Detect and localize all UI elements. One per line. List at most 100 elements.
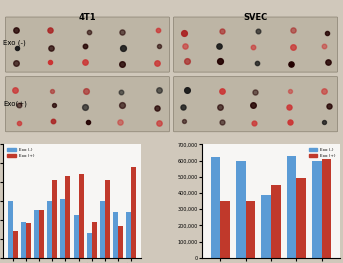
Point [47, 28, 52, 32]
Bar [47, 201, 52, 258]
Point [220, 119, 225, 124]
Point [118, 120, 123, 124]
Point [82, 44, 88, 48]
Point [255, 29, 260, 33]
Legend: Exo (-), Exo (+): Exo (-), Exo (+) [5, 146, 36, 160]
Point [287, 89, 293, 93]
Bar [34, 210, 39, 258]
Point [287, 120, 293, 124]
Point [86, 30, 92, 34]
Bar [246, 201, 255, 258]
Point [181, 119, 187, 124]
Point [324, 31, 329, 35]
Point [83, 105, 88, 109]
Bar [52, 180, 57, 258]
Point [255, 61, 260, 65]
Bar [287, 156, 296, 258]
Bar [74, 215, 79, 258]
FancyBboxPatch shape [5, 77, 169, 132]
Point [16, 103, 21, 108]
Point [154, 61, 160, 65]
Point [180, 104, 185, 109]
Legend: Exo (-), Exo (+): Exo (-), Exo (+) [307, 146, 338, 160]
Point [82, 59, 87, 64]
Bar [113, 213, 118, 258]
Point [185, 59, 190, 63]
Point [119, 103, 125, 107]
Bar [60, 199, 66, 258]
Bar [79, 174, 84, 258]
Point [48, 46, 54, 50]
FancyBboxPatch shape [5, 17, 169, 72]
Point [219, 88, 225, 93]
Point [84, 89, 89, 93]
Point [119, 90, 124, 94]
FancyBboxPatch shape [174, 17, 338, 72]
Point [321, 120, 327, 124]
Point [47, 59, 53, 64]
Bar [8, 201, 13, 258]
Point [326, 60, 331, 64]
Bar [261, 195, 271, 258]
Point [184, 88, 189, 92]
Point [85, 120, 91, 124]
Point [156, 43, 161, 48]
Point [120, 30, 125, 34]
Bar [26, 223, 31, 258]
Point [155, 28, 161, 33]
Bar [211, 157, 220, 258]
Point [217, 59, 223, 63]
Point [120, 46, 126, 50]
Bar [39, 210, 44, 258]
Bar [21, 222, 26, 258]
Bar [92, 222, 97, 258]
Bar [100, 201, 105, 258]
Point [13, 28, 19, 32]
Bar [312, 160, 322, 258]
Point [250, 103, 256, 107]
Point [156, 121, 162, 125]
Point [286, 105, 292, 110]
Point [15, 46, 20, 50]
Bar [131, 167, 137, 258]
Point [16, 121, 22, 125]
Bar [66, 175, 70, 258]
Point [13, 61, 19, 65]
Bar [13, 231, 18, 258]
Point [12, 88, 17, 92]
Bar [105, 180, 110, 258]
Point [321, 89, 327, 93]
Point [181, 31, 187, 35]
Point [154, 106, 159, 110]
Bar [236, 160, 246, 258]
Point [288, 62, 294, 66]
FancyBboxPatch shape [174, 77, 338, 132]
Point [49, 89, 55, 93]
Point [217, 105, 223, 109]
Point [290, 44, 296, 49]
Bar [87, 233, 92, 258]
Point [119, 62, 125, 66]
Point [50, 119, 56, 124]
Point [156, 88, 162, 92]
Point [251, 45, 256, 49]
Text: Exo(+): Exo(+) [3, 101, 27, 107]
Bar [118, 226, 123, 258]
Point [326, 104, 331, 108]
Point [251, 120, 257, 125]
Point [252, 90, 258, 94]
Text: 4T1: 4T1 [79, 13, 96, 22]
Point [216, 44, 222, 48]
Bar [271, 185, 281, 258]
Bar [220, 201, 230, 258]
Point [182, 44, 188, 48]
Point [51, 103, 57, 108]
Bar [126, 213, 131, 258]
Point [322, 44, 327, 48]
Text: Exo (-): Exo (-) [3, 40, 26, 46]
Point [290, 28, 296, 33]
Bar [322, 159, 331, 258]
Point [219, 29, 225, 33]
Text: SVEC: SVEC [244, 13, 268, 22]
Bar [296, 178, 306, 258]
